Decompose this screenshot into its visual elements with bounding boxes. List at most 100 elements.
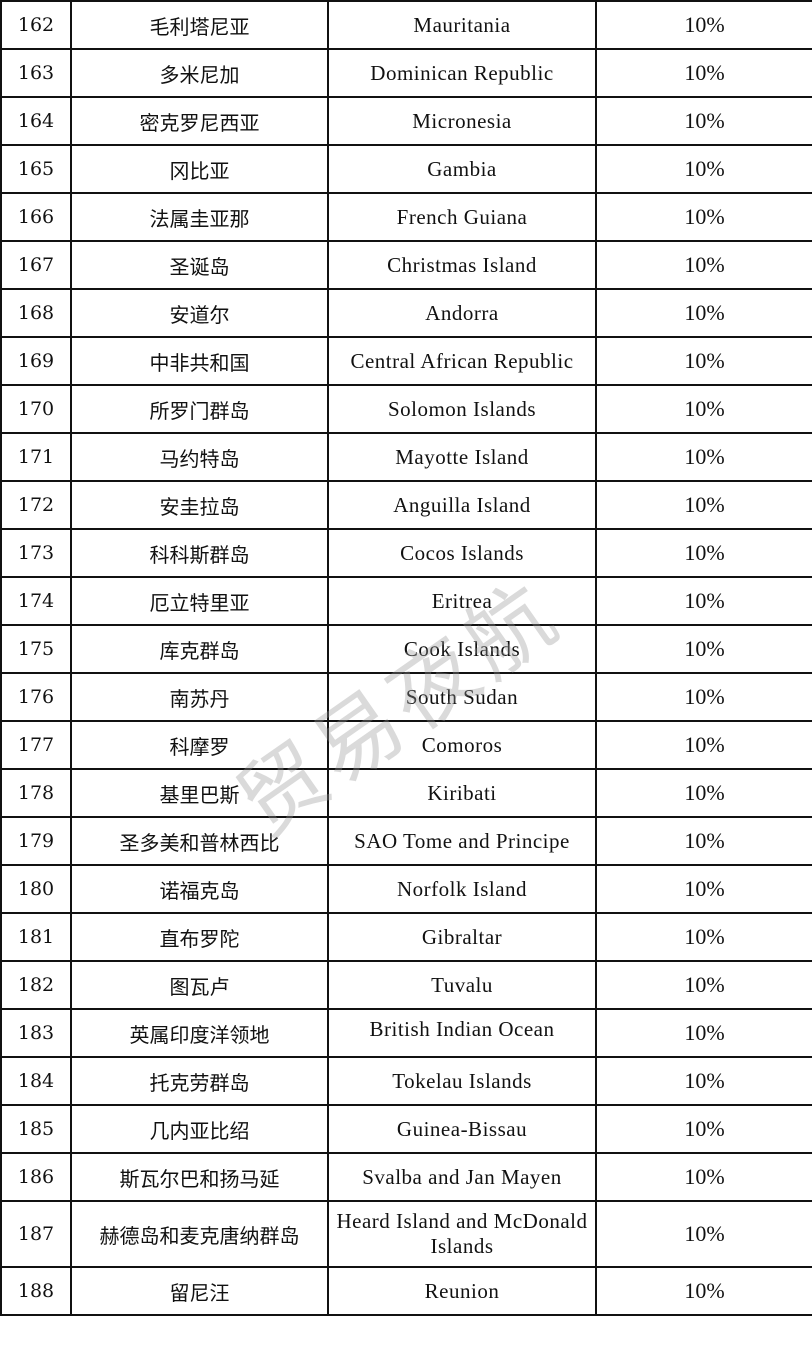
tariff-table: 162 毛利塔尼亚 Mauritania 10% 163 多米尼加 Dominican Re… bbox=[0, 0, 812, 1316]
country-english: Solomon Islands bbox=[327, 384, 597, 434]
country-english: Guinea-Bissau bbox=[327, 1104, 597, 1154]
row-number: 175 bbox=[0, 624, 72, 674]
tariff-rate: 10% bbox=[595, 1008, 812, 1058]
row-number: 169 bbox=[0, 336, 72, 386]
table-row: 188 留尼汪 Reunion 10% bbox=[0, 1266, 812, 1316]
country-english: Gibraltar bbox=[327, 912, 597, 962]
country-chinese: 斯瓦尔巴和扬马延 bbox=[70, 1152, 329, 1202]
country-chinese: 图瓦卢 bbox=[70, 960, 329, 1010]
row-number: 165 bbox=[0, 144, 72, 194]
country-english: Tokelau Islands bbox=[327, 1056, 597, 1106]
tariff-rate: 10% bbox=[595, 1056, 812, 1106]
country-chinese: 厄立特里亚 bbox=[70, 576, 329, 626]
country-chinese: 中非共和国 bbox=[70, 336, 329, 386]
row-number: 186 bbox=[0, 1152, 72, 1202]
table-row: 173 科科斯群岛 Cocos Islands 10% bbox=[0, 528, 812, 578]
tariff-rate: 10% bbox=[595, 1152, 812, 1202]
country-english: French Guiana bbox=[327, 192, 597, 242]
country-chinese: 留尼汪 bbox=[70, 1266, 329, 1316]
tariff-rate: 10% bbox=[595, 96, 812, 146]
row-number: 187 bbox=[0, 1200, 72, 1268]
tariff-rate: 10% bbox=[595, 48, 812, 98]
country-english: Dominican Republic bbox=[327, 48, 597, 98]
row-number: 168 bbox=[0, 288, 72, 338]
country-chinese: 圣诞岛 bbox=[70, 240, 329, 290]
country-chinese: 圣多美和普林西比 bbox=[70, 816, 329, 866]
table-row: 163 多米尼加 Dominican Republic 10% bbox=[0, 48, 812, 98]
row-number: 166 bbox=[0, 192, 72, 242]
row-number: 181 bbox=[0, 912, 72, 962]
row-number: 170 bbox=[0, 384, 72, 434]
country-chinese: 冈比亚 bbox=[70, 144, 329, 194]
tariff-rate: 10% bbox=[595, 720, 812, 770]
country-chinese: 科摩罗 bbox=[70, 720, 329, 770]
tariff-rate: 10% bbox=[595, 144, 812, 194]
tariff-rate: 10% bbox=[595, 912, 812, 962]
tariff-rate: 10% bbox=[595, 432, 812, 482]
table-row: 187 赫德岛和麦克唐纳群岛 Heard Island and McDonald I… bbox=[0, 1200, 812, 1268]
table-row: 180 诺福克岛 Norfolk Island 10% bbox=[0, 864, 812, 914]
tariff-rate: 10% bbox=[595, 960, 812, 1010]
tariff-rate: 10% bbox=[595, 1200, 812, 1268]
table-row: 178 基里巴斯 Kiribati 10% bbox=[0, 768, 812, 818]
country-english: Heard Island and McDonald Islands bbox=[327, 1200, 597, 1268]
table-row: 174 厄立特里亚 Eritrea 10% bbox=[0, 576, 812, 626]
tariff-rate: 10% bbox=[595, 816, 812, 866]
tariff-rate: 10% bbox=[595, 240, 812, 290]
row-number: 162 bbox=[0, 0, 72, 50]
country-english: Christmas Island bbox=[327, 240, 597, 290]
country-english: Gambia bbox=[327, 144, 597, 194]
country-english: Central African Republic bbox=[327, 336, 597, 386]
row-number: 180 bbox=[0, 864, 72, 914]
table-row: 165 冈比亚 Gambia 10% bbox=[0, 144, 812, 194]
tariff-rate: 10% bbox=[595, 336, 812, 386]
table-row: 177 科摩罗 Comoros 10% bbox=[0, 720, 812, 770]
row-number: 172 bbox=[0, 480, 72, 530]
row-number: 176 bbox=[0, 672, 72, 722]
country-english: Andorra bbox=[327, 288, 597, 338]
country-english: Cocos Islands bbox=[327, 528, 597, 578]
country-english: Tuvalu bbox=[327, 960, 597, 1010]
country-chinese: 几内亚比绍 bbox=[70, 1104, 329, 1154]
row-number: 178 bbox=[0, 768, 72, 818]
country-english: Anguilla Island bbox=[327, 480, 597, 530]
country-english: Comoros bbox=[327, 720, 597, 770]
table-row: 179 圣多美和普林西比 SAO Tome and Principe 10% bbox=[0, 816, 812, 866]
clipped-text: British Indian Ocean Territory bbox=[369, 1017, 555, 1056]
tariff-rate: 10% bbox=[595, 384, 812, 434]
table-row: 184 托克劳群岛 Tokelau Islands 10% bbox=[0, 1056, 812, 1106]
row-number: 185 bbox=[0, 1104, 72, 1154]
tariff-rate: 10% bbox=[595, 672, 812, 722]
country-chinese: 科科斯群岛 bbox=[70, 528, 329, 578]
tariff-rate: 10% bbox=[595, 768, 812, 818]
country-chinese: 所罗门群岛 bbox=[70, 384, 329, 434]
row-number: 188 bbox=[0, 1266, 72, 1316]
country-chinese: 基里巴斯 bbox=[70, 768, 329, 818]
country-english: Kiribati bbox=[327, 768, 597, 818]
table-row: 176 南苏丹 South Sudan 10% bbox=[0, 672, 812, 722]
table-row: 169 中非共和国 Central African Republic 10% bbox=[0, 336, 812, 386]
table-row: 186 斯瓦尔巴和扬马延 Svalba and Jan Mayen 10% bbox=[0, 1152, 812, 1202]
country-english: Svalba and Jan Mayen bbox=[327, 1152, 597, 1202]
table-row: 167 圣诞岛 Christmas Island 10% bbox=[0, 240, 812, 290]
country-chinese: 安道尔 bbox=[70, 288, 329, 338]
tariff-rate: 10% bbox=[595, 1104, 812, 1154]
country-english: Micronesia bbox=[327, 96, 597, 146]
country-chinese: 英属印度洋领地 bbox=[70, 1008, 329, 1058]
row-number: 183 bbox=[0, 1008, 72, 1058]
country-english: British Indian Ocean Territory bbox=[327, 1008, 597, 1058]
country-chinese: 安圭拉岛 bbox=[70, 480, 329, 530]
tariff-rate: 10% bbox=[595, 864, 812, 914]
country-english: South Sudan bbox=[327, 672, 597, 722]
row-number: 171 bbox=[0, 432, 72, 482]
table-row: 170 所罗门群岛 Solomon Islands 10% bbox=[0, 384, 812, 434]
country-english: Mayotte Island bbox=[327, 432, 597, 482]
country-chinese: 马约特岛 bbox=[70, 432, 329, 482]
row-number: 163 bbox=[0, 48, 72, 98]
tariff-rate: 10% bbox=[595, 624, 812, 674]
row-number: 167 bbox=[0, 240, 72, 290]
table-row: 185 几内亚比绍 Guinea-Bissau 10% bbox=[0, 1104, 812, 1154]
country-chinese: 多米尼加 bbox=[70, 48, 329, 98]
